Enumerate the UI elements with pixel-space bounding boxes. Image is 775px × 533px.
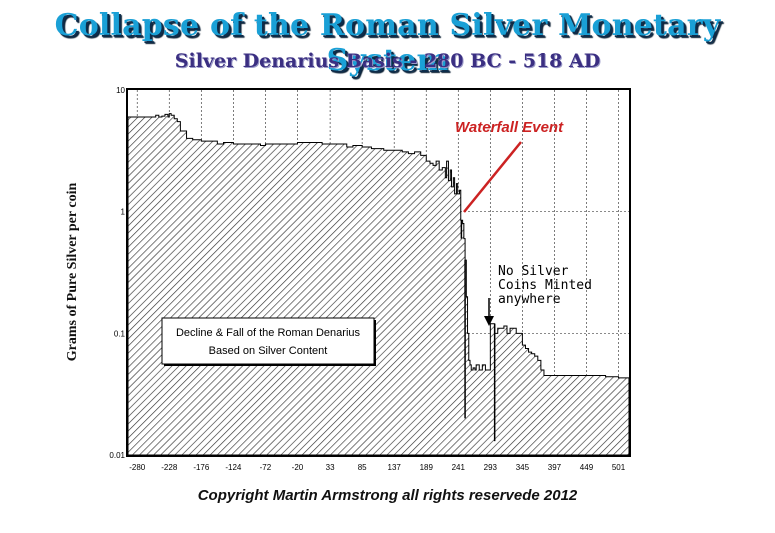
x-tick-label: 241 [452, 463, 466, 472]
copyright-notice: Copyright Martin Armstrong all rights re… [197, 487, 578, 504]
x-tick-label: 137 [388, 463, 402, 472]
x-tick-label: -280 [129, 463, 146, 472]
y-tick-label: 1 [121, 208, 126, 217]
chart-subtitle: Silver Denarius Basis - 280 BC - 518 AD [174, 50, 601, 72]
y-tick-label: 0.1 [114, 329, 126, 338]
x-tick-label: 501 [612, 463, 626, 472]
x-tick-label: 33 [326, 463, 335, 472]
no-silver-line-2: Coins Minted [498, 278, 592, 293]
y-tick-label: 0.01 [109, 451, 125, 460]
x-tick-label: -20 [292, 463, 304, 472]
waterfall-arrow [463, 141, 522, 213]
no-silver-line-1: No Silver [498, 264, 569, 279]
x-tick-label: 189 [420, 463, 434, 472]
x-tick-label: -72 [260, 463, 272, 472]
x-tick-label: 293 [484, 463, 498, 472]
x-tick-label: 397 [548, 463, 562, 472]
no-silver-line-3: anywhere [498, 292, 561, 307]
legend-box: Decline & Fall of the Roman Denarius Bas… [161, 317, 376, 366]
y-tick-label: 10 [116, 86, 125, 95]
x-tick-label: 85 [358, 463, 367, 472]
silver-content-area [127, 113, 630, 456]
x-tick-label: 449 [580, 463, 594, 472]
x-tick-label: -176 [193, 463, 210, 472]
x-tick-label: -228 [161, 463, 178, 472]
no-silver-annotation: No Silver Coins Minted anywhere [498, 264, 592, 307]
legend-line-2: Based on Silver Content [209, 345, 328, 357]
y-axis-label: Grams of Pure Silver per coin [65, 183, 80, 362]
no-silver-arrowhead [484, 316, 494, 326]
waterfall-annotation: Waterfall Event [455, 119, 564, 136]
x-tick-label: 345 [516, 463, 530, 472]
legend-line-1: Decline & Fall of the Roman Denarius [176, 327, 361, 339]
chart-title: Collapse of the Roman Silver Monetary Sy… [54, 8, 721, 78]
x-tick-label: -124 [225, 463, 242, 472]
